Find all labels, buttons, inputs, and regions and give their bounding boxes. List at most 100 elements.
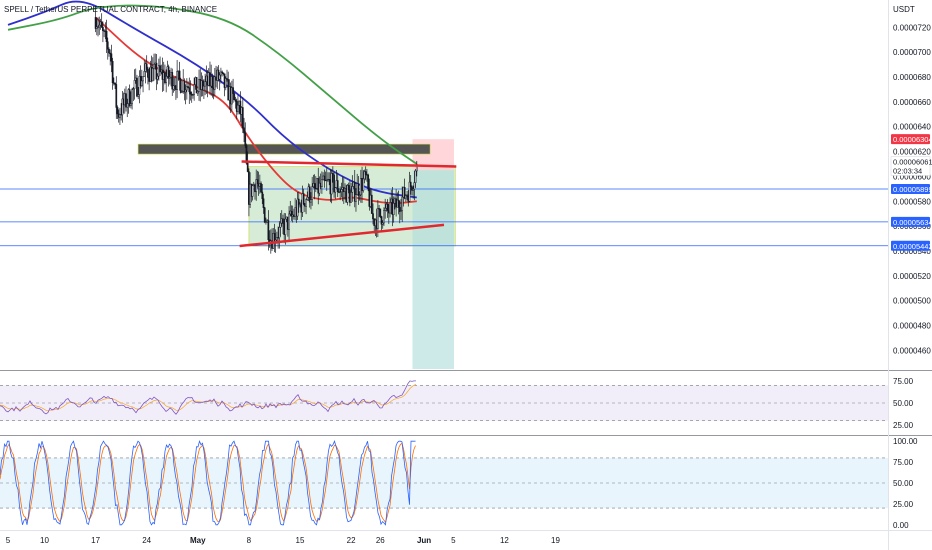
- level2-price-label: 0.00005634: [893, 218, 932, 227]
- candle-body: [213, 76, 216, 90]
- candle-body: [414, 170, 417, 183]
- candle-body: [218, 74, 221, 80]
- candle-body: [340, 189, 343, 193]
- candle-body: [165, 76, 168, 83]
- candle-body: [131, 89, 133, 105]
- candle-body: [187, 86, 189, 88]
- ma-slow-line[interactable]: [7, 4, 418, 165]
- x-tick-label: May: [190, 536, 206, 545]
- y-tick-label: 0.0000520: [893, 272, 931, 281]
- y-tick-label: 0.0000620: [893, 148, 931, 157]
- x-tick-label: 12: [500, 536, 509, 545]
- candle-body: [176, 71, 178, 90]
- candle-body: [323, 175, 326, 181]
- candle-body: [108, 48, 110, 54]
- stoch-tick-label: 75.00: [893, 458, 914, 467]
- candle-body: [351, 186, 354, 193]
- candle-body: [278, 227, 281, 239]
- candle-body: [413, 182, 416, 190]
- candle-body: [311, 186, 314, 200]
- level3-price-label-bg: [891, 240, 930, 251]
- candle-body: [380, 216, 383, 225]
- candle-body: [392, 203, 395, 215]
- candle-body: [217, 69, 220, 80]
- x-tick-label: 15: [296, 536, 305, 545]
- x-tick-label: 24: [142, 536, 151, 545]
- candle-body: [347, 185, 350, 191]
- candle-body: [179, 79, 182, 93]
- rsi-line[interactable]: [0, 380, 416, 415]
- candle-body: [251, 185, 254, 197]
- candle-body: [386, 203, 389, 211]
- lower-trendline[interactable]: [239, 223, 445, 248]
- candle-body: [231, 87, 233, 105]
- x-tick-label: 5: [6, 536, 11, 545]
- candle-body: [151, 68, 154, 82]
- candle-body: [143, 71, 146, 77]
- chart-title: SPELL / TetherUS PERPETUAL CONTRACT, 4h,…: [4, 5, 217, 14]
- x-tick-label: 22: [347, 536, 356, 545]
- candle-body: [321, 179, 323, 187]
- stoch-tick-label: 100.00: [893, 437, 918, 446]
- candle-body: [313, 183, 316, 189]
- x-tick-label: Jun: [417, 536, 431, 545]
- candle-body: [255, 179, 258, 193]
- candle-body: [334, 187, 337, 193]
- candle-body: [409, 181, 412, 188]
- candle-body: [102, 26, 104, 31]
- candle-body: [350, 192, 352, 203]
- candle-body: [379, 208, 382, 217]
- candle-body: [115, 84, 118, 108]
- candle-body: [318, 182, 321, 194]
- candle-body: [265, 221, 267, 223]
- stop-price-label: 0.00006304: [893, 135, 932, 144]
- upper-trendline[interactable]: [241, 160, 457, 168]
- candle-body: [204, 81, 206, 87]
- candle-body: [367, 174, 369, 190]
- candle-body: [130, 103, 132, 106]
- stoch-d-line[interactable]: [0, 442, 416, 524]
- candle-body: [306, 196, 309, 200]
- candle-body: [211, 76, 214, 88]
- candle-body: [222, 72, 225, 75]
- candle-body: [279, 222, 282, 228]
- candle-body: [193, 84, 196, 96]
- candle-body: [377, 208, 379, 229]
- y-tick-label: 0.0000660: [893, 98, 931, 107]
- candle-body: [189, 91, 192, 95]
- candle-body: [111, 61, 114, 84]
- candle-body: [105, 30, 108, 43]
- candle-body: [140, 80, 143, 86]
- x-tick-label: 8: [247, 536, 252, 545]
- candle-body: [167, 66, 170, 79]
- candle-body: [147, 69, 149, 78]
- candle-body: [188, 87, 191, 93]
- candle-body: [100, 21, 103, 28]
- candle-body: [153, 64, 155, 69]
- candle-body: [121, 98, 124, 116]
- y-tick-label: 0.0000700: [893, 48, 931, 57]
- currency-label: USDT: [893, 5, 915, 14]
- candle-body: [186, 86, 188, 91]
- candle-body: [397, 199, 400, 208]
- current-price-box: [890, 156, 931, 176]
- candle-body: [405, 195, 407, 199]
- stoch-k-line[interactable]: [0, 439, 416, 526]
- candle-body: [358, 194, 361, 196]
- candle-body: [126, 103, 129, 108]
- candle-body: [201, 80, 204, 91]
- candle-body: [339, 191, 341, 193]
- candle-body: [398, 207, 401, 212]
- candle-body: [241, 107, 244, 128]
- candle-body: [94, 17, 97, 29]
- candle-body: [290, 210, 293, 217]
- candle-body: [224, 78, 227, 88]
- candle-body: [384, 207, 387, 211]
- candle-body: [401, 196, 404, 211]
- candle-body: [383, 209, 385, 224]
- candle-body: [142, 76, 144, 82]
- level2-price-label-bg: [891, 216, 930, 227]
- candle-body: [364, 171, 367, 175]
- candle-body: [232, 87, 234, 94]
